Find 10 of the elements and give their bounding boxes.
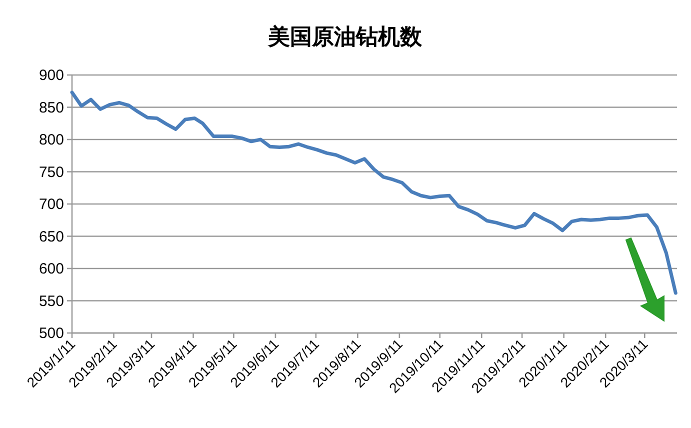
y-tick-label: 750 — [38, 164, 64, 181]
y-tick-label: 800 — [38, 132, 64, 148]
y-tick-label: 500 — [38, 325, 64, 342]
y-tick-label: 650 — [38, 228, 64, 246]
y-tick-label: 900 — [38, 67, 64, 84]
title: 美国原油钻机数 — [268, 24, 422, 49]
y-tick-label: 600 — [38, 260, 64, 278]
y-tick-label: 850 — [38, 99, 64, 116]
y-tick-label: 550 — [38, 292, 64, 310]
y-tick-label: 700 — [38, 196, 64, 213]
